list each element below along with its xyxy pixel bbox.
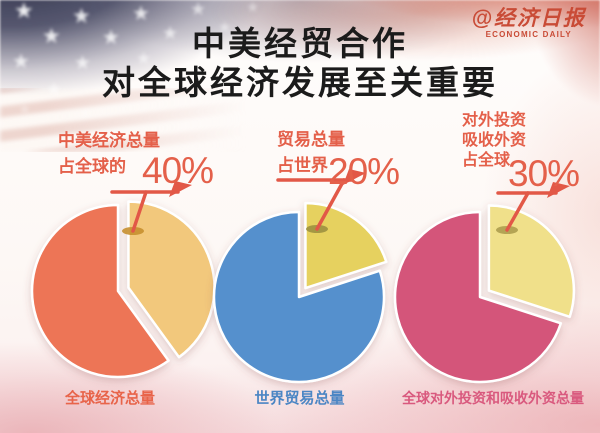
pie-chart-1	[30, 181, 216, 379]
flag-star-icon: ★	[132, 3, 150, 25]
pie-3-leader-line	[505, 191, 530, 232]
flag-star-icon: ★	[18, 101, 32, 118]
callout-trade-line1: 贸易总量	[277, 130, 345, 149]
pie-3-highlight-slice	[487, 204, 576, 319]
callout-economy-line2: 占全球的	[58, 157, 126, 176]
title-line-2: 对全球经济发展至关重要	[102, 64, 498, 101]
pie-2-leader-line	[315, 178, 346, 231]
callout-economy: 中美经济总量 占全球的 40%	[58, 128, 214, 189]
pie-label-investment: 全球对外投资和吸收外资总量	[402, 390, 584, 406]
flag-star-icon: ★	[74, 53, 92, 74]
flag-star-icon: ★	[246, 0, 260, 16]
flag-star-icon: ★	[248, 37, 260, 52]
flag-star-icon: ★	[190, 0, 207, 19]
pie-1-base-slice	[30, 203, 170, 379]
title-line-1: 中美经贸合作	[192, 25, 408, 62]
pie-label-trade: 世界贸易总量	[254, 390, 345, 407]
pie-2-highlight-slice	[304, 201, 388, 290]
flag-star-icon: ★	[46, 79, 63, 99]
callout-investment-line2: 吸收外资	[462, 132, 527, 149]
pie-2-base-slice	[212, 210, 386, 384]
callout-investment-value: 30%	[508, 153, 580, 194]
pie-label-economy: 全球经济总量	[64, 390, 155, 407]
flag-star-icon: ★	[80, 105, 93, 121]
pie-chart-3	[393, 182, 576, 384]
callout-trade-value: 20%	[328, 151, 400, 192]
logo-subtitle: ECONOMIC DAILY	[485, 30, 572, 39]
flag-star-icon: ★	[42, 25, 61, 48]
flag-star-icon: ★	[72, 5, 91, 28]
logo: @经济日报 ECONOMIC DAILY	[472, 7, 586, 39]
flag-star-icon: ★	[196, 45, 210, 62]
pie-3-leader-arrow-icon	[547, 182, 570, 198]
flag-star-icon: ★	[14, 0, 34, 23]
callout-investment-line1: 对外投资	[462, 112, 527, 129]
flag-star-icon: ★	[218, 19, 232, 36]
callout-economy-value: 40%	[142, 150, 214, 191]
callout-trade: 贸易总量 占世界 20%	[277, 127, 400, 190]
flag-star-icon: ★	[12, 51, 30, 73]
pie-2-leader-arrow-icon	[343, 169, 366, 185]
logo-handle: @经济日报	[471, 7, 586, 30]
flag-star-icon: ★	[106, 81, 122, 100]
flag-star-icon: ★	[136, 49, 152, 68]
flag-star-icon: ★	[102, 27, 120, 49]
flag-star-icon: ★	[162, 23, 179, 43]
callout-investment-line3: 占全球	[462, 152, 511, 169]
pie-3-base-slice	[393, 210, 563, 384]
pie-1-leader-arrow-icon	[169, 181, 192, 197]
pie-chart-2	[212, 169, 388, 384]
callout-economy-line1: 中美经济总量	[58, 131, 160, 150]
callout-trade-line2: 占世界	[277, 156, 328, 175]
flag-star-icon: ★	[166, 77, 180, 94]
page-title: 中美经贸合作 对全球经济发展至关重要	[0, 24, 600, 102]
callout-investment: 对外投资 吸收外资 占全球 30%	[462, 111, 580, 192]
pie-1-highlight-slice	[127, 200, 216, 359]
pie-1-leader-line	[131, 190, 148, 233]
